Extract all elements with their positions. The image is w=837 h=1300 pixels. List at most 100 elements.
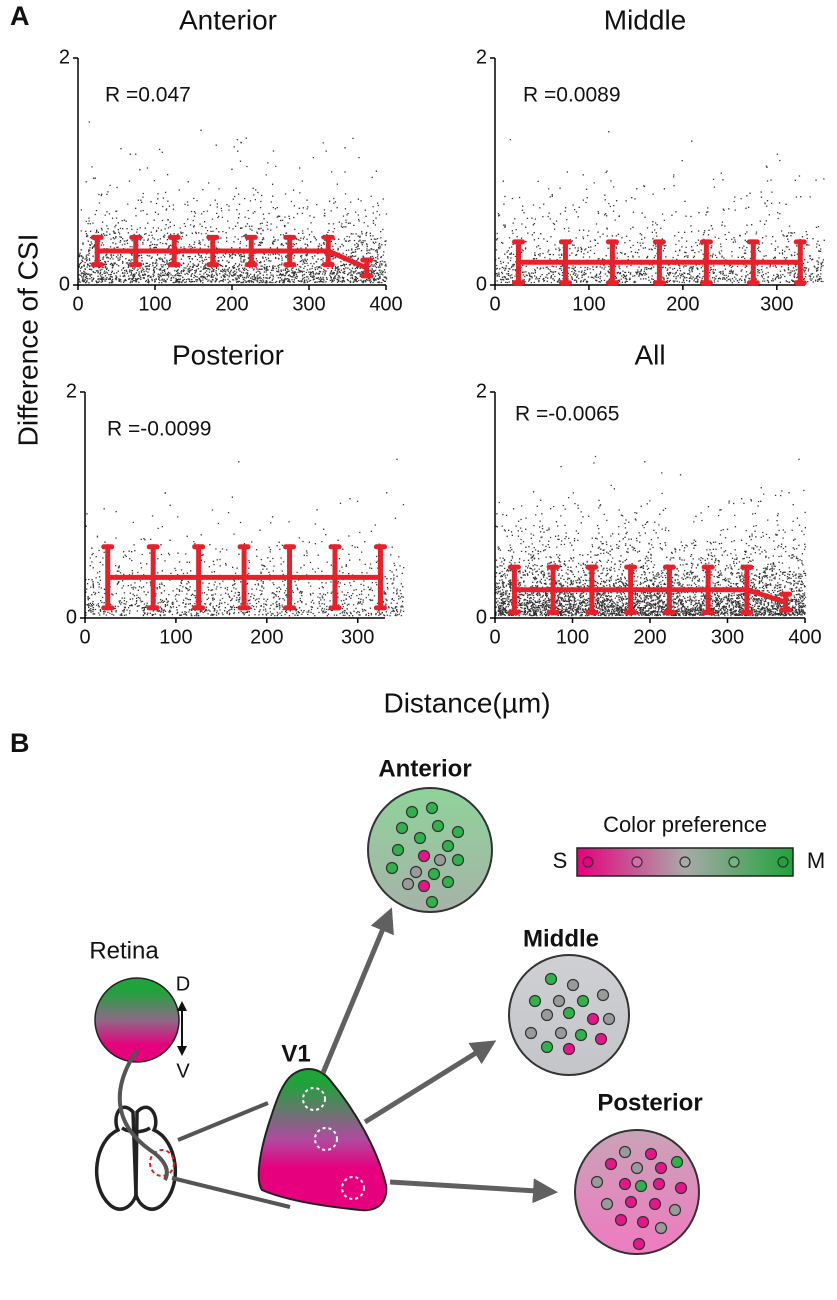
x-tick-label: 300 <box>711 626 744 648</box>
cell-dot <box>385 861 399 875</box>
error-bar <box>360 257 374 279</box>
cell-dot <box>576 994 590 1008</box>
y-tick-label: 2 <box>476 46 487 68</box>
error-bar <box>321 234 335 268</box>
region-label: Posterior <box>597 1089 702 1116</box>
error-bar <box>779 591 793 613</box>
error-bar <box>283 234 297 268</box>
cell-dot <box>413 831 427 845</box>
x-tick-label: 400 <box>788 626 821 648</box>
error-bar <box>793 239 807 286</box>
cell-dot <box>540 1008 554 1022</box>
cell-dot <box>634 1179 648 1193</box>
cell-dot <box>451 825 465 839</box>
error-bar <box>507 564 521 615</box>
error-bar <box>129 234 143 268</box>
cell-dot <box>425 801 439 815</box>
cell-dot <box>552 994 566 1008</box>
cell-dot <box>395 821 409 835</box>
connector <box>171 1176 291 1209</box>
chart-title: Anterior <box>179 4 277 35</box>
chart: Middle R =0.0089 0 2 0 100 200 300 <box>476 4 825 315</box>
diagram: Color preference S M Anterior Middle Pos… <box>89 755 825 1255</box>
annotation: R =-0.0099 <box>107 418 212 441</box>
x-tick-label: 200 <box>215 293 248 315</box>
error-bar <box>328 544 342 611</box>
cell-dot <box>554 1026 568 1040</box>
cell-dot <box>614 1213 628 1227</box>
error-bar <box>237 544 251 611</box>
error-bar <box>511 239 525 286</box>
x-tick-label: 100 <box>138 293 171 315</box>
cell-dot <box>417 879 431 893</box>
cell-dot <box>409 865 423 879</box>
chart-title: Middle <box>604 4 686 35</box>
cell-dot <box>441 839 455 853</box>
cell-dot <box>590 1175 604 1189</box>
area-label: V1 <box>281 1040 310 1067</box>
cell-dot <box>524 1026 538 1040</box>
mean-line <box>514 587 787 605</box>
chart: Posterior R =-0.0099 0 2 0 100 200 300 <box>66 339 405 648</box>
x-tick-label: 100 <box>572 293 605 315</box>
cell-dot <box>433 853 447 867</box>
error-bar <box>558 239 572 286</box>
error-bar <box>701 564 715 615</box>
error-bar <box>624 564 638 615</box>
error-bar <box>192 544 206 611</box>
cell-dot <box>391 843 405 857</box>
error-bar <box>662 564 676 615</box>
projection-arrows <box>320 907 558 1204</box>
cell-dot <box>574 1028 588 1042</box>
y-tick-label: 2 <box>476 380 487 402</box>
cell-dot <box>540 1040 554 1054</box>
chart-title: Posterior <box>172 339 284 370</box>
x-tick-label: 0 <box>72 293 83 315</box>
y-tick-label: 0 <box>66 606 77 628</box>
y-tick-label: 2 <box>66 380 77 402</box>
x-tick-label: 0 <box>79 626 90 648</box>
x-tick-label: 300 <box>341 626 374 648</box>
direction-label: V <box>176 1060 190 1082</box>
colorbar-dots <box>582 856 789 868</box>
region-label: Middle <box>523 925 599 952</box>
cell-dot <box>431 819 445 833</box>
x-tick-label: 300 <box>292 293 325 315</box>
error-bar <box>167 234 181 268</box>
x-tick-label: 0 <box>489 293 500 315</box>
region-circle <box>367 787 493 913</box>
cell-dot <box>630 1161 644 1175</box>
cell-dot <box>417 849 431 863</box>
error-bar <box>244 234 258 268</box>
connector <box>177 1101 269 1142</box>
x-tick-label: 200 <box>250 626 283 648</box>
error-bar <box>746 239 760 286</box>
cell-dot <box>427 867 441 881</box>
cell-dot <box>451 853 465 867</box>
x-tick-label: 100 <box>556 626 589 648</box>
cell-dot <box>405 805 419 819</box>
retina-label: Retina <box>89 937 159 964</box>
cell-dot <box>528 994 542 1008</box>
cell-dot <box>566 978 580 992</box>
error-bar <box>90 234 104 268</box>
y-axis-label: Difference of CSI <box>12 234 43 447</box>
cell-dot <box>602 1012 616 1026</box>
cell-dot <box>441 875 455 889</box>
x-axis-label: Distance(µm) <box>383 687 550 718</box>
region-label: Anterior <box>378 755 471 782</box>
error-bar <box>740 564 754 615</box>
y-tick-label: 0 <box>59 273 70 295</box>
error-bar <box>146 544 160 611</box>
error-bar <box>101 544 115 611</box>
cell-dot <box>618 1177 632 1191</box>
v1 <box>257 1068 388 1212</box>
error-bar <box>546 564 560 615</box>
y-tick-label: 2 <box>59 46 70 68</box>
x-tick-label: 300 <box>760 293 793 315</box>
cell-dot <box>674 1181 688 1195</box>
v1-location <box>149 1149 175 1177</box>
cell-dot <box>652 1177 666 1191</box>
x-tick-label: 200 <box>666 293 699 315</box>
